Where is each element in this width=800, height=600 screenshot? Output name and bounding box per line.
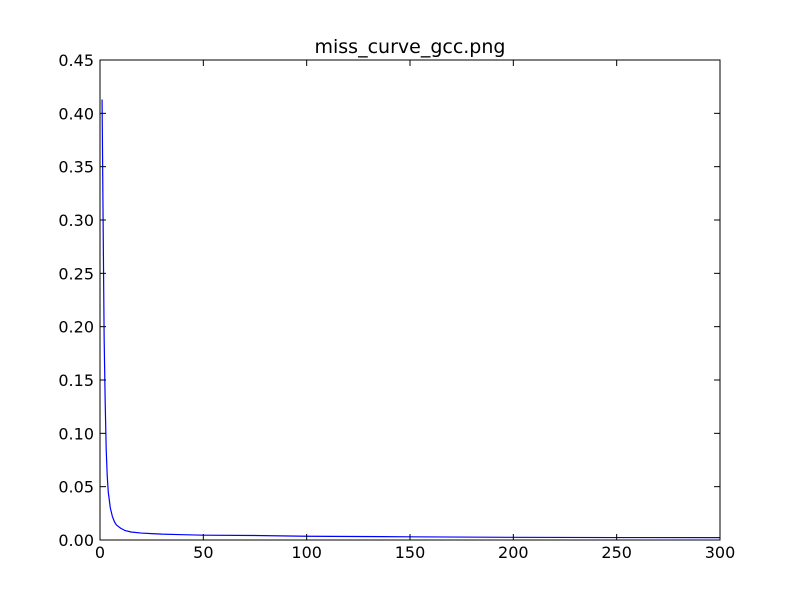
plot-frame bbox=[99, 59, 721, 541]
y-tick-label: 0.25 bbox=[58, 264, 94, 283]
y-tick-label: 0.10 bbox=[58, 424, 94, 443]
y-tick-label: 0.00 bbox=[58, 531, 94, 550]
chart-title: miss_curve_gcc.png bbox=[315, 36, 506, 58]
y-tick-label: 0.40 bbox=[58, 104, 94, 123]
x-tick-label: 200 bbox=[498, 543, 529, 562]
plot-area bbox=[100, 60, 720, 540]
y-tick-label: 0.15 bbox=[58, 371, 94, 390]
x-tick-label: 150 bbox=[395, 543, 426, 562]
y-tick-label: 0.35 bbox=[58, 158, 94, 177]
tick-layer: 0 50 100 150 200 250 300 0.00 0.05 0.10 0.15 0.20 0.… bbox=[58, 51, 735, 562]
x-tick-label: 50 bbox=[193, 543, 213, 562]
x-tick-label: 0 bbox=[95, 543, 105, 562]
x-tick-label: 250 bbox=[601, 543, 632, 562]
y-tick-label: 0.05 bbox=[58, 478, 94, 497]
y-tick-label: 0.30 bbox=[58, 211, 94, 230]
y-tick-label: 0.45 bbox=[58, 51, 94, 70]
x-tick-label: 100 bbox=[291, 543, 322, 562]
x-tick-label: 300 bbox=[705, 543, 736, 562]
y-tick-label: 0.20 bbox=[58, 318, 94, 337]
